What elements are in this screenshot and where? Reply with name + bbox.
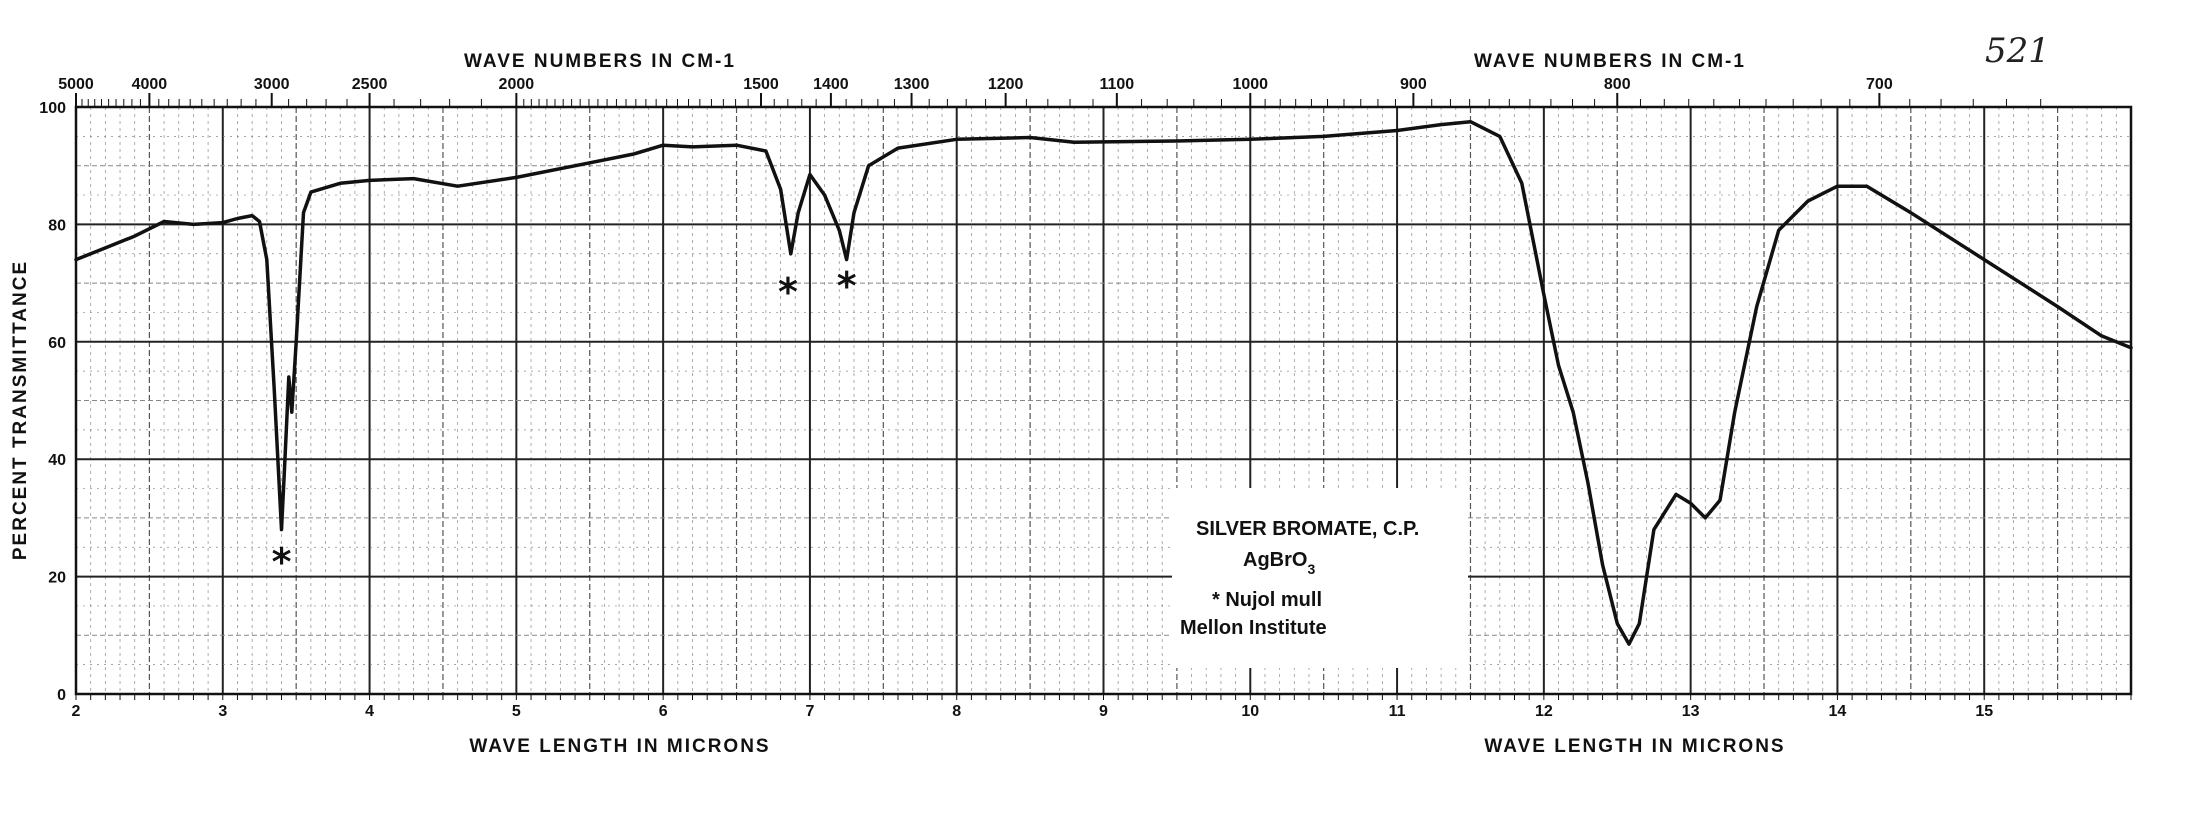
top-tick-label: 800 [1604,76,1631,93]
x-tick-label: 5 [512,703,521,720]
x-tick-label: 8 [952,703,961,720]
x-tick-label: 4 [365,703,374,720]
legend-formula: AgBrO3 [1243,549,1315,577]
top-tick-label: 2000 [499,76,535,93]
y-axis-title: PERCENT TRANSMITTANCE [10,260,31,560]
legend-footnote: * Nujol mull [1212,589,1322,611]
top-axis-title-left: WAVE NUMBERS IN CM-1 [464,51,736,72]
top-tick-label: 4000 [132,76,168,93]
x-tick-label: 15 [1975,703,1993,720]
y-tick-label: 20 [48,570,66,587]
top-tick-label: 3000 [254,76,290,93]
x-tick-label: 14 [1829,703,1847,720]
legend-source: Mellon Institute [1180,617,1327,639]
top-tick-label: 700 [1866,76,1893,93]
x-tick-label: 7 [805,703,814,720]
x-tick-label: 13 [1682,703,1700,720]
top-tick-label: 1300 [894,76,930,93]
y-tick-label: 100 [39,100,66,117]
x-tick-label: 10 [1241,703,1259,720]
x-tick-label: 11 [1389,703,1406,720]
x-tick-label: 12 [1535,703,1553,720]
x-axis-title-left: WAVE LENGTH IN MICRONS [469,736,770,757]
asterisk-marker: * [272,540,292,584]
y-tick-label: 60 [48,335,66,352]
y-tick-label: 40 [48,452,66,469]
x-axis-title-right: WAVE LENGTH IN MICRONS [1484,736,1785,757]
top-tick-label: 900 [1400,76,1427,93]
x-tick-labels: 2 3 4 5 6 7 8 9 10 11 12 13 14 15 [72,703,1994,720]
tick-marks [75,93,2132,700]
legend-compound-name: SILVER BROMATE, C.P. [1196,518,1419,540]
asterisk-marker: * [778,270,798,314]
top-tick-label: 2500 [352,76,388,93]
top-tick-label: 1500 [743,76,779,93]
spectrum-line [74,119,2133,646]
y-tick-labels: 0 20 40 60 80 100 [39,100,66,704]
legend-background [1172,488,1468,668]
top-tick-labels: 5000 4000 3000 2500 2000 1500 1400 1300 1200 1100… [58,76,1893,93]
legend-box: SILVER BROMATE, C.P. AgBrO3 * Nujol mull… [1172,488,1468,668]
y-tick-label: 0 [57,687,66,704]
top-tick-label: 5000 [58,76,94,93]
top-axis-title-right: WAVE NUMBERS IN CM-1 [1474,51,1746,72]
top-tick-label: 1000 [1232,76,1268,93]
x-tick-label: 6 [659,703,668,720]
y-tick-label: 80 [48,217,66,234]
top-tick-label: 1400 [813,76,849,93]
x-tick-label: 9 [1099,703,1108,720]
x-tick-label: 2 [72,703,81,720]
page-number: 521 [1985,31,2050,71]
x-tick-label: 3 [218,703,227,720]
nujol-markers: * * * [272,264,857,584]
asterisk-marker: * [837,264,857,308]
top-tick-label: 1200 [988,76,1024,93]
top-tick-label: 1100 [1099,76,1134,93]
